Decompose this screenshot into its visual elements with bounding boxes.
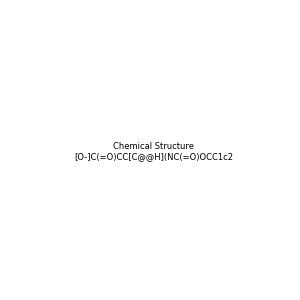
- Text: Chemical Structure
[O-]C(=O)CC[C@@H](NC(=O)OCC1c2: Chemical Structure [O-]C(=O)CC[C@@H](NC(…: [74, 142, 233, 161]
